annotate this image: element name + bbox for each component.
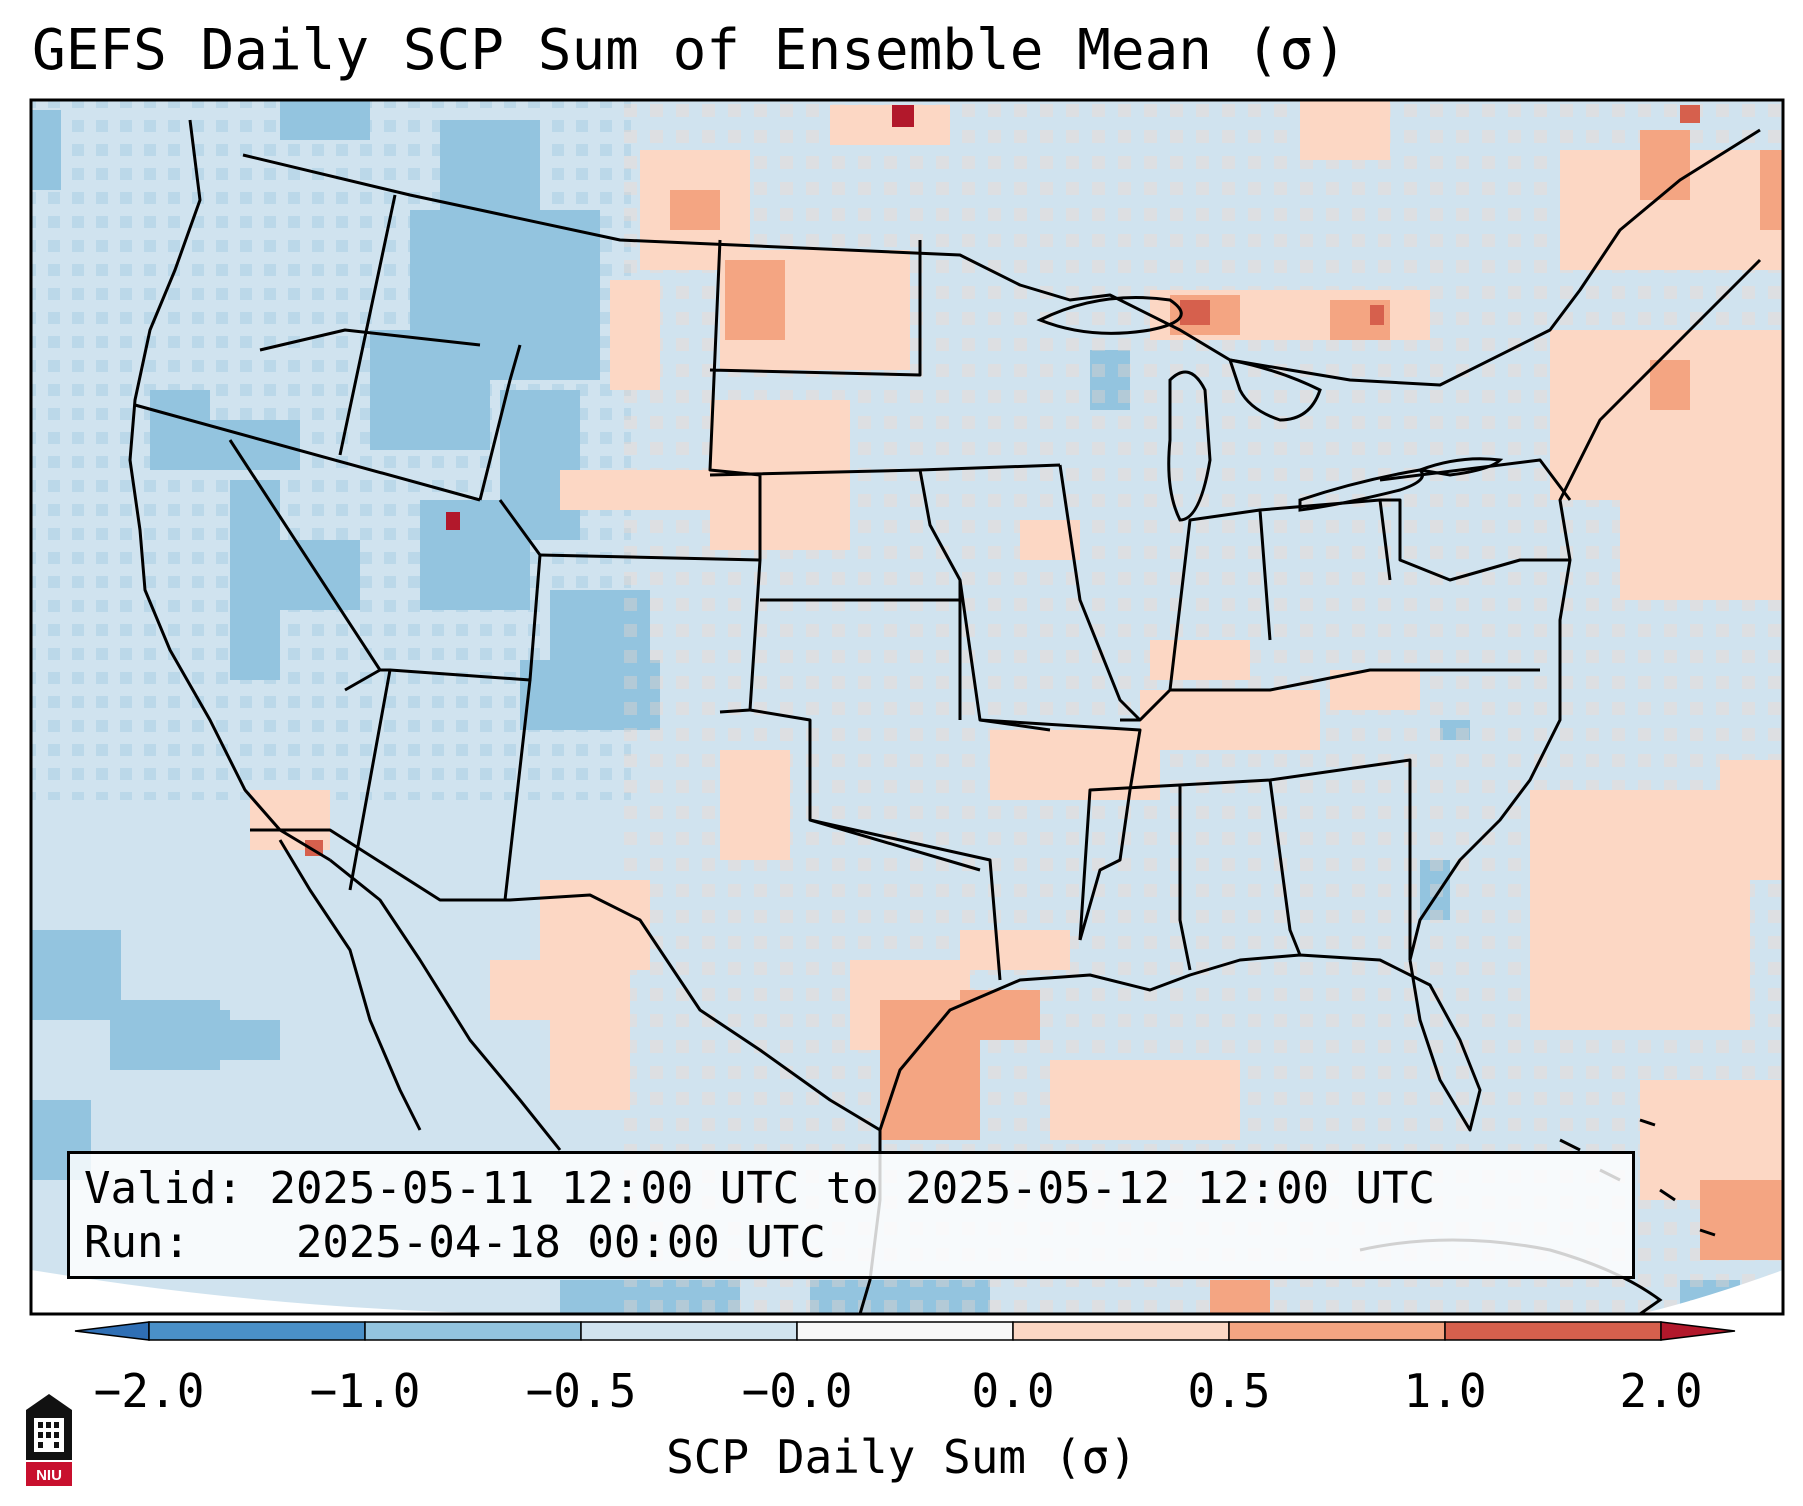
valid-value: 2025-05-11 12:00 UTC to 2025-05-12 12:00… [269,1163,1436,1214]
valid-run-infobox: Valid: 2025-05-11 12:00 UTC to 2025-05-1… [67,1151,1635,1279]
colorbar-tick-label: −2.0 [93,1364,205,1418]
run-label: Run: [84,1217,190,1268]
colorbar-tick-label: 1.0 [1403,1364,1487,1418]
colorbar-tick-label: −0.5 [525,1364,637,1418]
colorbar-bin [580,1321,798,1341]
map-frame [29,98,1785,1316]
colorbar-extend-high [1660,1321,1736,1341]
valid-row: Valid: 2025-05-11 12:00 UTC to 2025-05-1… [84,1162,1618,1216]
colorbar-tick-label: 2.0 [1619,1364,1703,1418]
niu-logo-icon: NIU [26,1394,72,1486]
run-row: Run: 2025-04-18 00:00 UTC [84,1216,1618,1270]
colorbar-tick-label: −1.0 [309,1364,421,1418]
colorbar-bin [1444,1321,1662,1341]
svg-text:NIU: NIU [36,1467,62,1484]
colorbar-label: SCP Daily Sum (σ) [666,1430,1137,1484]
colorbar-bin [1228,1321,1446,1341]
colorbar-bin [1012,1321,1230,1341]
colorbar-tick-label: 0.5 [1187,1364,1271,1418]
colorbar-extend-low [74,1321,150,1341]
valid-label: Valid: [84,1163,243,1214]
colorbar-bin [148,1321,366,1341]
colorbar [74,1321,1736,1341]
moderate-positive-regions [670,130,1783,1314]
colorbar-bin [796,1321,1014,1341]
great-lakes [1036,296,1504,522]
colorbar-tick-label: 0.0 [971,1364,1055,1418]
colorbar-bin [364,1321,582,1341]
projection-edge-right [1640,1270,1783,1314]
chart-title: GEFS Daily SCP Sum of Ensemble Mean (σ) [32,18,1347,83]
projection-edge-left [31,1270,560,1314]
colorbar-tick-label: −0.0 [741,1364,853,1418]
run-value: 2025-04-18 00:00 UTC [295,1217,826,1268]
